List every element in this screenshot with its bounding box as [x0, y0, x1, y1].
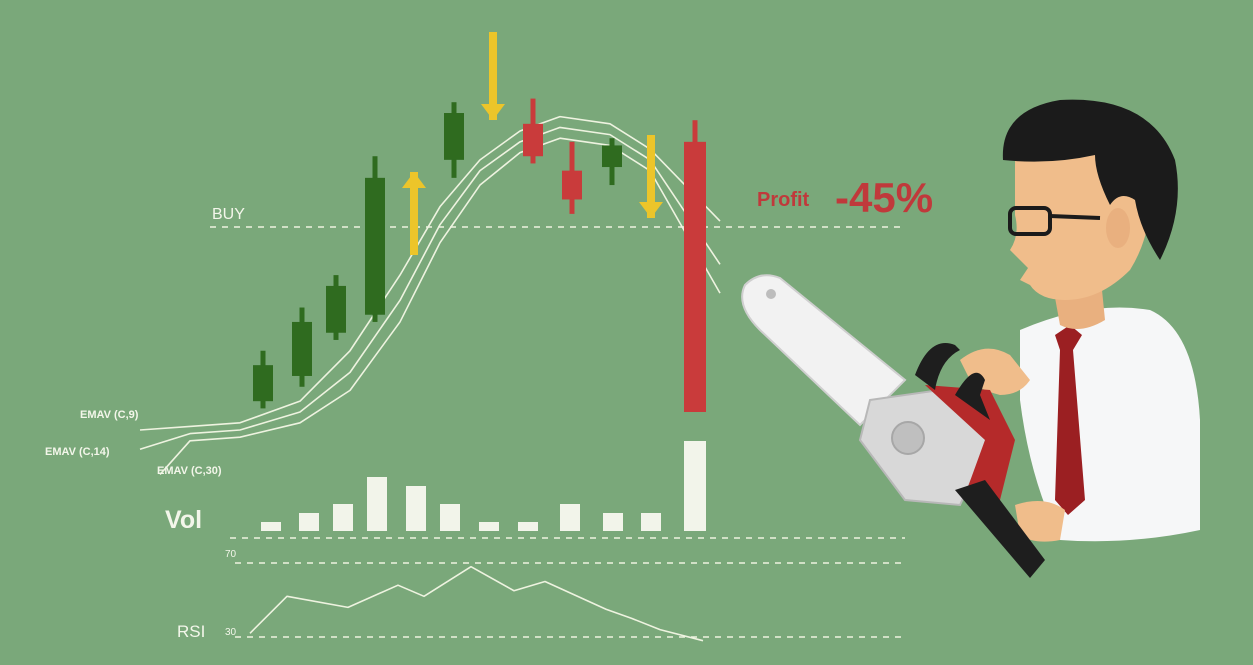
- chainsaw-icon: [741, 274, 1045, 578]
- rsi-line: [249, 565, 704, 642]
- rsi-70-label: 70: [225, 549, 237, 560]
- volume-bar: [440, 504, 460, 531]
- blade-tip-hole: [766, 289, 776, 299]
- volume-bar: [641, 513, 661, 531]
- lower-hand: [1015, 501, 1065, 542]
- signal-shaft: [647, 135, 655, 218]
- volume-bar: [560, 504, 580, 531]
- volume-bar: [603, 513, 623, 531]
- emav-30-label: EMAV (C,30): [157, 465, 222, 477]
- volume-bar: [406, 486, 426, 531]
- glasses-icon: [1008, 206, 1101, 236]
- chainsaw-hub: [891, 421, 925, 455]
- volume-bar: [518, 522, 538, 531]
- volume-bar: [333, 504, 353, 531]
- candle-body: [444, 113, 464, 160]
- chainsaw-handle-rear: [955, 372, 990, 420]
- candles: [253, 98, 706, 412]
- ema-line: [139, 115, 721, 431]
- ema-lines: [139, 115, 721, 475]
- emav-14-label: EMAV (C,14): [45, 446, 110, 458]
- ema-line: [159, 137, 721, 475]
- volume-bar: [261, 522, 281, 531]
- candle-body: [523, 123, 543, 157]
- ema-line: [139, 126, 721, 450]
- volume-bar: [684, 441, 706, 531]
- candle-body: [684, 141, 706, 412]
- rsi-30-label: 30: [225, 627, 237, 638]
- candle-body: [602, 145, 622, 168]
- businessman-illustration: [960, 99, 1200, 542]
- rsi-label: RSI: [177, 622, 205, 641]
- hair: [1002, 99, 1178, 261]
- profit-value: -45%: [835, 174, 933, 221]
- signal-shaft: [410, 172, 418, 255]
- volume-bar: [479, 522, 499, 531]
- emav-9-label: EMAV (C,9): [80, 409, 139, 421]
- ear: [1106, 208, 1130, 248]
- volume-bars: [261, 441, 706, 531]
- tie: [1055, 325, 1085, 515]
- signal-down-arrow: [639, 202, 663, 218]
- signal-arrows: [402, 32, 663, 255]
- volume-bar: [367, 477, 387, 531]
- profit-word: Profit: [757, 189, 810, 211]
- volume-bar: [299, 513, 319, 531]
- signal-down-arrow: [481, 104, 505, 120]
- signal-shaft: [489, 32, 497, 120]
- vol-label: Vol: [165, 506, 202, 534]
- candle-body: [292, 321, 312, 376]
- candle-body: [365, 177, 385, 315]
- chainsaw-grip: [955, 480, 1045, 578]
- chainsaw-motor: [925, 385, 1015, 500]
- candle-body: [253, 365, 273, 402]
- buy-label: BUY: [212, 206, 245, 223]
- signal-up-arrow: [402, 172, 426, 188]
- candle-body: [562, 170, 582, 200]
- chainsaw-handle-top: [915, 343, 960, 390]
- candle-body: [326, 285, 346, 333]
- rsi-panel: [249, 565, 704, 642]
